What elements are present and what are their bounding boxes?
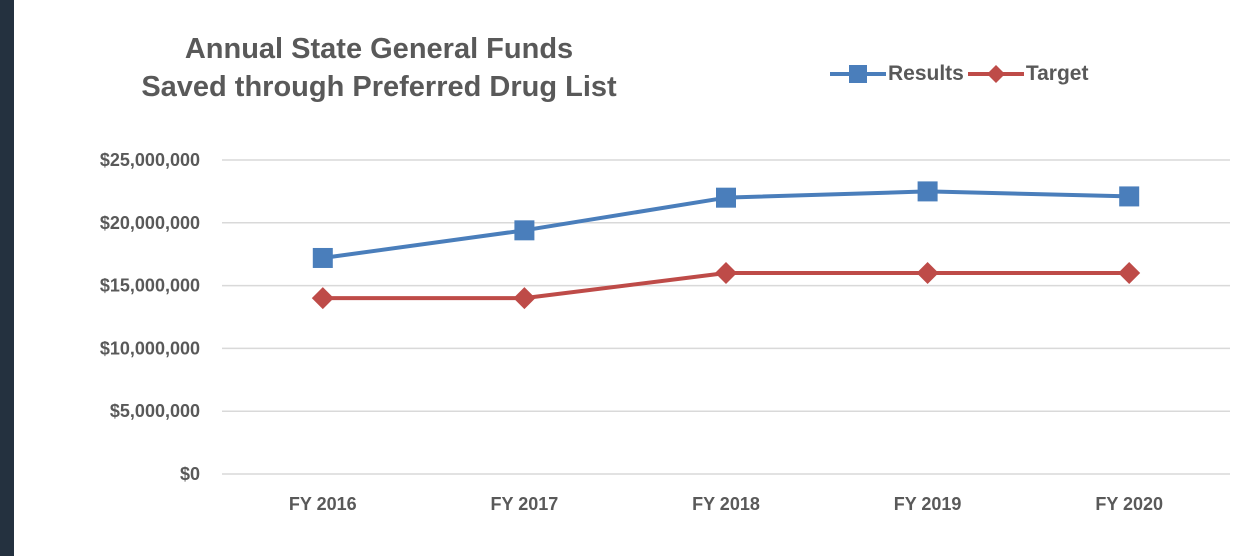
data-point-target <box>916 262 939 285</box>
data-point-results <box>312 247 333 268</box>
y-tick-label: $25,000,000 <box>100 150 200 170</box>
legend-swatch-results <box>830 65 886 83</box>
x-tick-label: FY 2016 <box>289 494 357 514</box>
chart-title: Annual State General Funds Saved through… <box>14 30 744 106</box>
legend-label-results: Results <box>888 62 964 85</box>
legend-swatch-target <box>967 65 1024 83</box>
legend-item-target: Target <box>967 62 1089 86</box>
chart-title-line-2: Saved through Preferred Drug List <box>141 71 617 103</box>
legend-label-target: Target <box>1025 62 1089 85</box>
data-point-results <box>917 181 938 202</box>
y-tick-label: $5,000,000 <box>110 401 200 421</box>
x-tick-label: FY 2020 <box>1095 494 1163 514</box>
x-tick-label: FY 2017 <box>491 494 559 514</box>
chart-panel <box>14 0 1250 556</box>
y-tick-label: $0 <box>180 464 200 484</box>
data-point-target <box>715 262 737 285</box>
y-tick-label: $15,000,000 <box>100 276 200 296</box>
data-point-target <box>1118 262 1141 285</box>
x-tick-label: FY 2019 <box>894 494 962 514</box>
data-point-results <box>514 220 535 241</box>
x-tick-label: FY 2018 <box>692 494 760 514</box>
data-point-target <box>311 287 334 310</box>
y-tick-label: $10,000,000 <box>100 338 200 358</box>
data-point-target <box>513 287 536 310</box>
data-point-results <box>1119 186 1140 207</box>
data-point-results <box>716 187 736 208</box>
legend-item-results: Results <box>830 62 964 86</box>
chart-title-line-1: Annual State General Funds <box>184 33 574 65</box>
chart-legend: Results Target <box>830 62 1092 86</box>
y-tick-label: $20,000,000 <box>100 213 200 233</box>
